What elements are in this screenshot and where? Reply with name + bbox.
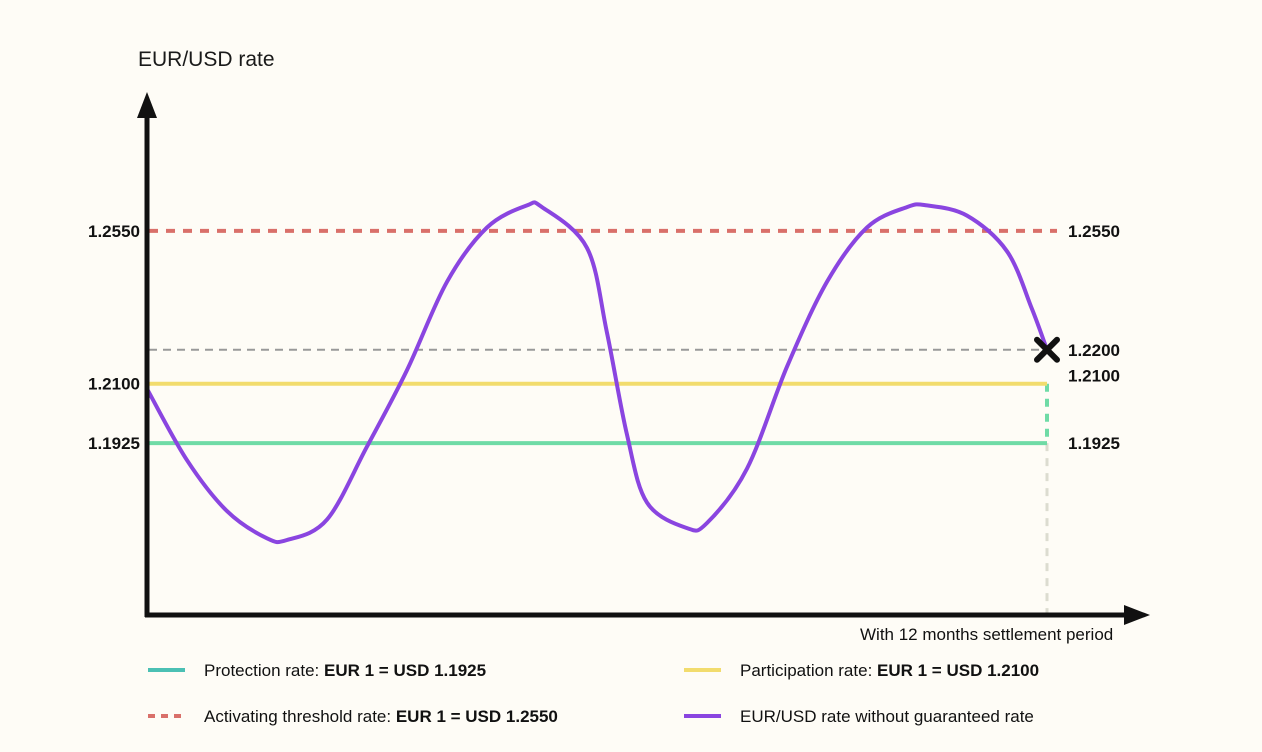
marker-layer xyxy=(1034,336,1060,363)
legend-label-market-rate: EUR/USD rate without guaranteed rate xyxy=(740,707,1034,726)
legend-prefix-threshold: Activating threshold rate: xyxy=(204,707,396,726)
final-rate-x-marker-icon xyxy=(1034,336,1060,363)
left-tick-label-participation: 1.2100 xyxy=(88,375,140,394)
legend-label-participation: Participation rate: EUR 1 = USD 1.2100 xyxy=(740,661,1039,680)
legend-label-threshold: Activating threshold rate: EUR 1 = USD 1… xyxy=(204,707,558,726)
right-tick-label-participation: 1.2100 xyxy=(1068,367,1120,386)
reference-lines: 1.2550 1.2100 1.1925 1.2550 1.2200 1.2100 1.19… xyxy=(88,222,1120,613)
right-tick-label-threshold: 1.2550 xyxy=(1068,222,1120,241)
x-axis-caption: With 12 months settlement period xyxy=(860,625,1113,644)
legend-value-participation: EUR 1 = USD 1.2100 xyxy=(877,661,1039,680)
legend-value-protection: EUR 1 = USD 1.1925 xyxy=(324,661,486,680)
right-tick-label-protection: 1.1925 xyxy=(1068,434,1120,453)
legend-label-protection: Protection rate: EUR 1 = USD 1.1925 xyxy=(204,661,486,680)
legend-value-threshold: EUR 1 = USD 1.2550 xyxy=(396,707,558,726)
legend-prefix-protection: Protection rate: xyxy=(204,661,324,680)
x-axis-arrow-icon xyxy=(1124,605,1150,625)
right-tick-label-final: 1.2200 xyxy=(1068,341,1120,360)
axes xyxy=(137,92,1150,625)
left-tick-label-protection: 1.1925 xyxy=(88,434,140,453)
legend: Protection rate: EUR 1 = USD 1.1925 Parti… xyxy=(148,661,1039,726)
series-line-eur-usd xyxy=(145,200,1049,545)
legend-prefix-market-rate: EUR/USD rate without guaranteed rate xyxy=(740,707,1034,726)
left-tick-label-threshold: 1.2550 xyxy=(88,222,140,241)
y-axis-arrow-icon xyxy=(137,92,157,118)
y-axis-title: EUR/USD rate xyxy=(138,48,275,71)
series-layer xyxy=(145,200,1049,545)
legend-prefix-participation: Participation rate: xyxy=(740,661,877,680)
